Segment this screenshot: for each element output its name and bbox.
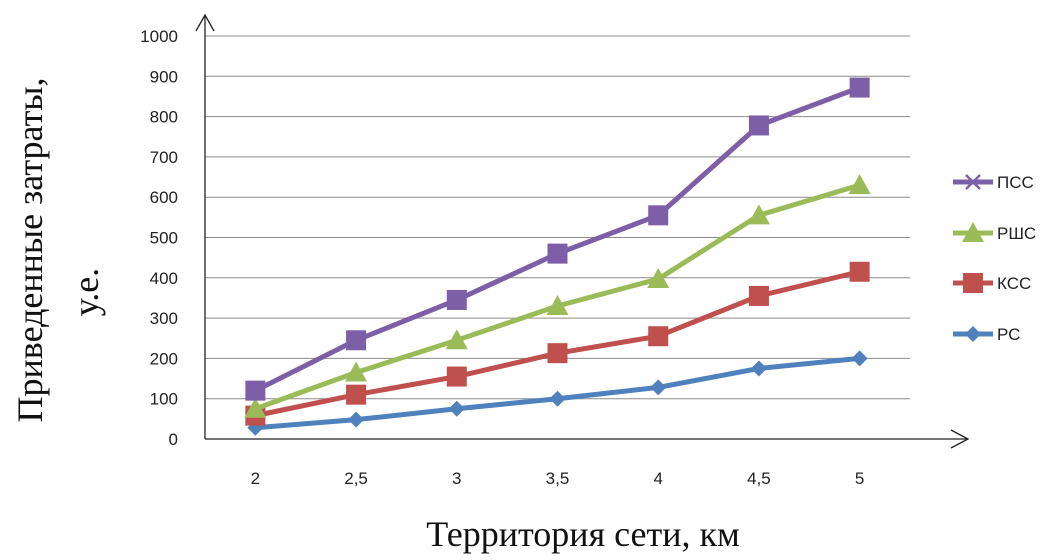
y-tick-label: 200	[150, 349, 178, 368]
x-tick-label: 2,5	[344, 469, 368, 488]
data-point	[446, 366, 467, 387]
data-point	[849, 77, 870, 98]
data-point	[748, 285, 769, 306]
y-tick-label: 600	[150, 188, 178, 207]
legend: ПСС РШС КСС РС	[953, 173, 1036, 344]
data-point	[346, 384, 367, 405]
y-tick-labels: 0 100 200 300 400 500 600 700 800 900 1000	[140, 27, 178, 449]
data-point	[648, 205, 669, 226]
data-point	[647, 268, 670, 289]
x-tick-label: 5	[855, 469, 864, 488]
x-axis-arrow	[950, 429, 970, 449]
data-point	[348, 411, 365, 428]
data-point	[448, 400, 465, 417]
data-point	[851, 350, 868, 367]
x-axis-title: Территория сети, км	[426, 514, 740, 554]
x-tick-label: 3	[452, 469, 461, 488]
data-point	[747, 204, 770, 225]
data-point	[650, 379, 667, 396]
legend-item: РС	[953, 325, 1020, 344]
series-ПСС	[245, 77, 870, 401]
legend-marker	[965, 326, 981, 342]
legend-label: КСС	[997, 274, 1031, 293]
series-РС	[247, 350, 868, 436]
y-axis-title-line1: Приведенные затраты,	[10, 78, 50, 423]
data-point	[346, 330, 367, 351]
data-point	[849, 261, 870, 282]
axes	[195, 13, 970, 449]
y-axis-title-line2: у.е.	[66, 268, 106, 316]
legend-marker	[965, 174, 981, 190]
x-tick-label: 2	[251, 469, 260, 488]
y-tick-label: 1000	[140, 27, 178, 46]
y-tick-label: 500	[150, 229, 178, 248]
data-point	[547, 343, 568, 364]
legend-marker	[962, 222, 984, 242]
data-point	[445, 329, 468, 350]
data-point	[546, 295, 569, 316]
data-point	[446, 289, 467, 310]
x-tick-label: 4	[653, 469, 662, 488]
data-point	[345, 361, 368, 382]
y-tick-label: 300	[150, 309, 178, 328]
x-tick-label: 4,5	[747, 469, 771, 488]
series-group	[244, 77, 871, 436]
x-tick-labels: 2 2,5 3 3,5 4 4,5 5	[251, 469, 865, 488]
y-tick-label: 0	[169, 430, 178, 449]
legend-label: ПСС	[997, 173, 1034, 192]
series-РШС	[244, 174, 871, 418]
data-point	[245, 380, 266, 401]
legend-item: ПСС	[953, 173, 1034, 192]
legend-label: РШС	[997, 224, 1036, 243]
x-tick-label: 3,5	[546, 469, 570, 488]
y-tick-label: 100	[150, 390, 178, 409]
y-tick-label: 400	[150, 269, 178, 288]
data-point	[848, 174, 871, 195]
y-tick-label: 800	[150, 108, 178, 127]
data-point	[244, 397, 267, 418]
data-point	[547, 243, 568, 264]
data-point	[748, 115, 769, 136]
y-tick-label: 700	[150, 148, 178, 167]
legend-item: РШС	[953, 222, 1036, 243]
data-point	[648, 326, 669, 347]
y-axis-arrow	[195, 13, 215, 32]
y-tick-label: 900	[150, 67, 178, 86]
legend-label: РС	[997, 325, 1020, 344]
legend-item: КСС	[953, 273, 1031, 293]
data-point	[549, 390, 566, 407]
legend-marker	[963, 273, 983, 293]
data-point	[750, 360, 767, 377]
